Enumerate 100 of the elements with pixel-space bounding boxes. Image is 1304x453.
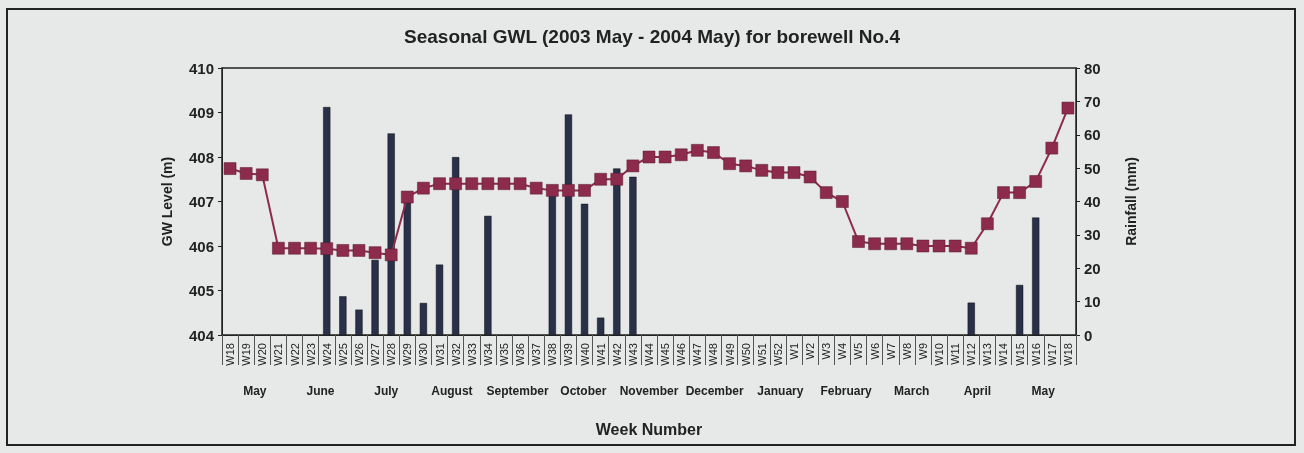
y2-tick-label: 0 — [1084, 326, 1093, 344]
point — [691, 144, 704, 157]
point — [755, 164, 769, 177]
x-tick-label: W10 — [933, 343, 946, 366]
x-tick-label: W8 — [900, 343, 913, 360]
x-tick-label: W34 — [481, 343, 494, 366]
x-tick-label: W27 — [369, 343, 382, 366]
text: April — [963, 384, 992, 398]
x-tick-label: W5 — [852, 343, 865, 360]
point — [916, 239, 930, 253]
y2-tick-label: 80 — [1084, 59, 1101, 77]
point — [513, 177, 527, 190]
x-tick-label: W11 — [949, 343, 962, 365]
bar — [613, 168, 621, 335]
point — [481, 177, 495, 190]
point — [529, 181, 543, 195]
x-tick-label: W44 — [643, 343, 655, 366]
x-tick-label: W9 — [916, 343, 929, 360]
point — [320, 242, 333, 255]
x-tick-label: W37 — [530, 343, 543, 366]
bar — [355, 309, 363, 335]
x-tick-label: W13 — [981, 343, 994, 366]
point — [674, 148, 688, 162]
x-tick-label: W18 — [224, 343, 237, 366]
y2-tick-label: 40 — [1084, 193, 1101, 210]
text: February — [820, 384, 873, 398]
point — [836, 195, 849, 208]
x-axis-title: Week Number — [595, 420, 703, 438]
x-tick-label: W3 — [820, 343, 833, 360]
x-tick-label: W33 — [465, 343, 478, 366]
chart-title: Seasonal GWL (2003 May - 2004 May) for borewell No.4 — [404, 26, 901, 47]
point — [803, 170, 817, 184]
point — [384, 248, 398, 262]
x-tick-label: W42 — [610, 343, 623, 366]
point — [884, 237, 897, 251]
text: May — [243, 384, 267, 398]
bar — [1015, 284, 1024, 335]
x-tick-label: W23 — [304, 343, 317, 366]
bar — [484, 215, 492, 335]
y-tick-label: 410 — [188, 59, 214, 77]
x-tick-label: W52 — [771, 343, 784, 366]
x-tick-label: W25 — [336, 343, 349, 366]
x-tick-label: W51 — [755, 343, 768, 366]
point — [1061, 101, 1075, 115]
text: June — [306, 384, 335, 398]
point — [288, 241, 301, 255]
text: May — [1031, 384, 1056, 398]
x-tick-label: W48 — [707, 343, 720, 366]
y2-tick-label: 70 — [1084, 92, 1101, 110]
bar — [371, 259, 379, 335]
x-tick-label: W18 — [1061, 343, 1074, 366]
text: October — [560, 384, 607, 398]
y-tick-label: 409 — [188, 104, 214, 121]
bar — [629, 176, 637, 335]
bar — [403, 202, 411, 335]
y-tick-label: 408 — [188, 148, 214, 166]
y-tick-label: 407 — [188, 193, 214, 210]
y2-tick-label: 20 — [1084, 259, 1101, 277]
x-tick-label: W28 — [385, 343, 398, 366]
x-tick-label: W40 — [578, 343, 591, 366]
bar — [419, 302, 428, 335]
bar — [580, 203, 589, 335]
bar — [597, 317, 605, 335]
point — [256, 168, 269, 182]
x-tick-label: W46 — [675, 343, 688, 366]
point — [787, 166, 801, 179]
point — [368, 246, 382, 259]
point — [304, 241, 317, 255]
point — [578, 184, 591, 197]
y-tick-label: 405 — [188, 282, 214, 299]
x-tick-label: W1 — [788, 343, 801, 360]
x-tick-label: W17 — [1045, 343, 1058, 366]
point — [739, 159, 752, 173]
point — [223, 162, 237, 175]
bar — [564, 114, 573, 335]
point — [707, 146, 720, 159]
x-tick-label: W4 — [836, 343, 849, 360]
x-tick-label: W15 — [1013, 343, 1026, 366]
point — [771, 166, 785, 179]
y-tick-label: 404 — [188, 326, 215, 344]
x-tick-label: W35 — [497, 343, 510, 366]
bar — [435, 264, 444, 335]
point — [820, 186, 833, 199]
point — [272, 241, 285, 255]
x-tick-label: W30 — [417, 343, 430, 366]
point — [1013, 186, 1026, 199]
y2-tick-label: 60 — [1084, 126, 1101, 144]
x-tick-label: W7 — [884, 343, 897, 360]
point — [642, 150, 656, 164]
point — [497, 177, 511, 190]
x-tick-label: W12 — [965, 343, 978, 366]
point — [465, 177, 478, 190]
bar — [387, 133, 395, 335]
text: January — [757, 384, 804, 398]
point — [417, 181, 430, 195]
point — [336, 244, 350, 257]
y2-axis-title: Rainfall (mm) — [1123, 157, 1139, 246]
x-tick-label: W26 — [352, 343, 365, 366]
y2-tick-label: 30 — [1084, 226, 1101, 244]
point — [352, 244, 366, 257]
